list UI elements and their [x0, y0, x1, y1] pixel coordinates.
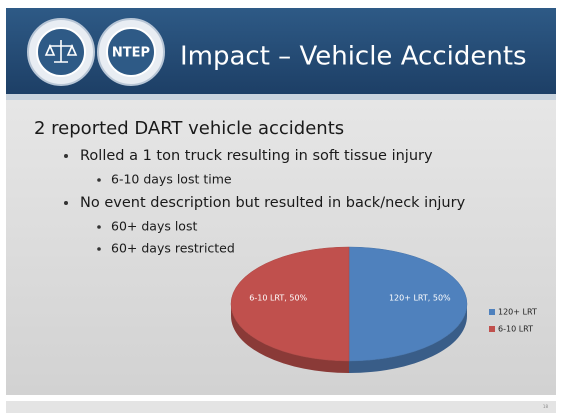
sub-bullet-text: 60+ days lost: [111, 219, 197, 234]
bullet: [97, 178, 101, 182]
pie-chart: 120+ LRT, 50% 6-10 LRT, 50% 120+ LRT 6-10 L…: [230, 246, 537, 373]
slide-title: Impact – Vehicle Accidents: [180, 42, 527, 72]
bullet-text: Rolled a 1 ton truck resulting in soft t…: [80, 148, 433, 164]
logo-left: [27, 18, 95, 86]
bullet: [64, 154, 68, 158]
pie-slice: [348, 246, 468, 362]
heading: 2 reported DART vehicle accidents: [34, 118, 344, 139]
pie-slice: [230, 246, 350, 362]
page-number: 18: [543, 404, 549, 409]
logo-right: NTEP: [97, 18, 165, 86]
data-label: 6-10 LRT, 50%: [249, 294, 307, 303]
legend-label: 6-10 LRT: [498, 325, 533, 334]
data-label: 120+ LRT, 50%: [389, 294, 451, 303]
sub-bullet-text: 6-10 days lost time: [111, 172, 232, 187]
bullet: [97, 247, 101, 251]
bullet: [64, 201, 68, 205]
footer-band: [6, 401, 556, 413]
legend-swatch: [489, 326, 495, 332]
bullet: [97, 225, 101, 229]
logo-text: NTEP: [112, 46, 150, 61]
sub-bullet-text: 60+ days restricted: [111, 241, 235, 256]
bullet-text: No event description but resulted in bac…: [80, 195, 466, 211]
legend-label: 120+ LRT: [498, 308, 537, 317]
header-rule: [6, 94, 556, 100]
legend-swatch: [489, 309, 495, 315]
